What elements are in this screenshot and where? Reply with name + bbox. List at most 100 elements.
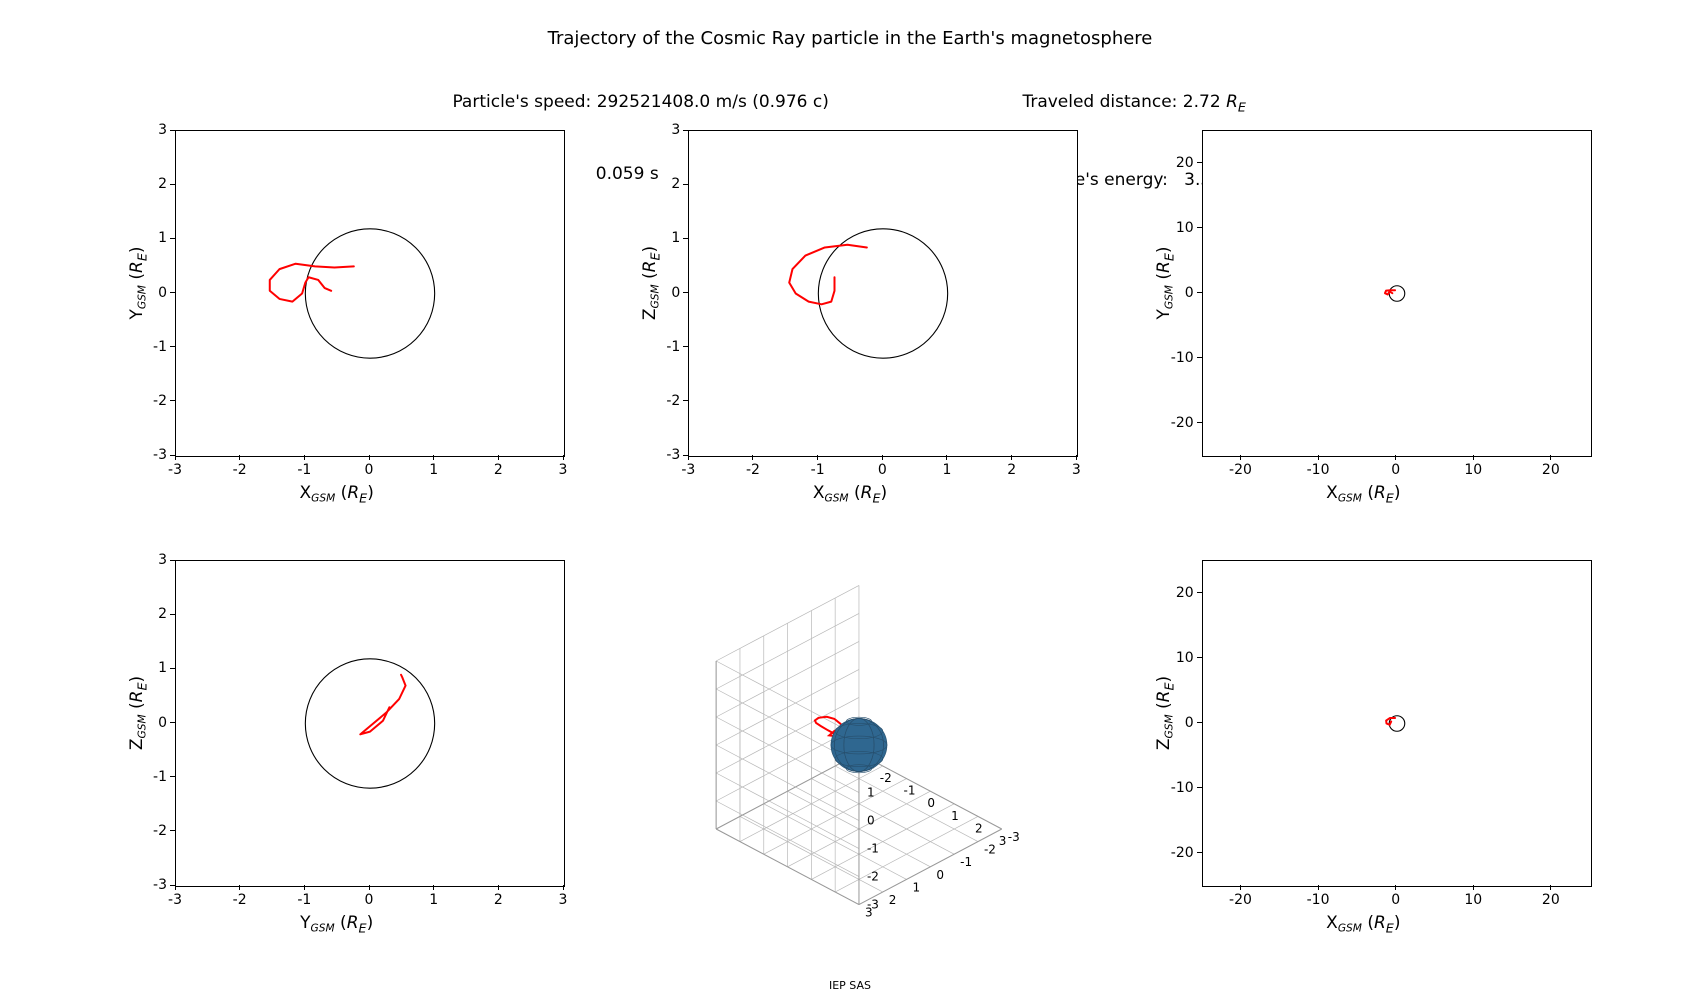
tick-label: 20: [1168, 155, 1194, 171]
tick-label: -3: [141, 447, 167, 463]
tick-label: 3: [654, 122, 680, 138]
trajectory-line: [270, 264, 354, 302]
trajectory-line: [360, 675, 405, 735]
tick-label: -1: [960, 855, 972, 869]
tick-label: 3: [559, 462, 568, 478]
earth-circle: [305, 659, 434, 788]
tick-label: -10: [1168, 780, 1194, 796]
trajectory-line: [790, 245, 868, 305]
tick-label: 0: [867, 814, 875, 828]
tick-label: 0: [365, 892, 374, 908]
tick-label: 3: [141, 552, 167, 568]
tick-label: -2: [233, 892, 247, 908]
tick-label: 0: [365, 462, 374, 478]
tick-label: 2: [889, 893, 897, 907]
plot-3d: -3-3-3-2-2-2-1-1-1000111222333: [613, 550, 1086, 940]
tick-label: -2: [880, 771, 892, 785]
y-axis-label: ZGSM (RE): [127, 653, 150, 773]
panel-3d: -3-3-3-2-2-2-1-1-1000111222333: [613, 550, 1086, 940]
tick-label: -2: [984, 843, 996, 857]
panel-xy-close: -3-3-2-2-1-100112233XGSM (RE)YGSM (RE): [100, 120, 573, 510]
tick-label: 3: [1072, 462, 1081, 478]
y-axis-label: ZGSM (RE): [640, 223, 663, 343]
tick-label: -2: [746, 462, 760, 478]
speed-label: Particle's speed:: [452, 92, 591, 112]
tick-label: 1: [943, 462, 952, 478]
tick-label: 0: [1391, 892, 1400, 908]
tick-label: 20: [1168, 585, 1194, 601]
tick-label: 20: [1542, 462, 1560, 478]
tick-label: -2: [233, 462, 247, 478]
tick-label: -10: [1168, 350, 1194, 366]
panel-xz-close: -3-3-2-2-1-100112233XGSM (RE)ZGSM (RE): [613, 120, 1086, 510]
y-axis-label: YGSM (RE): [1154, 223, 1177, 343]
figure-root: Trajectory of the Cosmic Ray particle in…: [0, 0, 1700, 1000]
tick-label: -1: [297, 892, 311, 908]
trajectory-line: [1385, 290, 1395, 294]
tick-label: 3: [559, 892, 568, 908]
tick-label: 2: [1007, 462, 1016, 478]
plot-area: [1202, 560, 1592, 887]
tick-label: -3: [654, 447, 680, 463]
tick-label: 10: [1464, 892, 1482, 908]
tick-label: 2: [975, 821, 983, 835]
plot-area: [688, 130, 1078, 457]
panel-yz-close: -3-3-2-2-1-100112233YGSM (RE)ZGSM (RE): [100, 550, 573, 940]
tick-label: 1: [429, 892, 438, 908]
tick-label: -2: [654, 393, 680, 409]
tick-label: 10: [1464, 462, 1482, 478]
tick-label: 0: [937, 868, 945, 882]
tick-label: 1: [913, 880, 921, 894]
panel-xy-far: -20-20-10-100010102020XGSM (RE)YGSM (RE): [1127, 120, 1600, 510]
tick-label: -20: [1168, 415, 1194, 431]
tick-label: -1: [904, 784, 916, 798]
tick-label: -3: [168, 892, 182, 908]
tick-label: 0: [1391, 462, 1400, 478]
tick-label: 20: [1542, 892, 1560, 908]
speed-value: 292521408.0 m/s (0.976 c): [597, 92, 829, 112]
tick-label: -3: [141, 877, 167, 893]
y-axis-label: YGSM (RE): [127, 223, 150, 343]
tick-label: -10: [1307, 892, 1330, 908]
tick-label: 3: [865, 906, 873, 920]
tick-label: -3: [681, 462, 695, 478]
tick-label: 3: [999, 834, 1007, 848]
tick-label: -1: [867, 842, 879, 856]
y-axis-label: ZGSM (RE): [1154, 653, 1177, 773]
tick-label: -2: [141, 823, 167, 839]
earth-circle: [305, 229, 434, 358]
tick-label: 2: [494, 462, 503, 478]
figure-footer: IEP SAS: [0, 979, 1700, 992]
x-axis-label: XGSM (RE): [1127, 913, 1600, 936]
subplot-grid: -3-3-2-2-1-100112233XGSM (RE)YGSM (RE) -…: [100, 120, 1600, 940]
tick-label: -10: [1307, 462, 1330, 478]
plot-area: [1202, 130, 1592, 457]
x-axis-label: YGSM (RE): [100, 913, 573, 936]
distance-label: Traveled distance:: [1022, 92, 1177, 112]
tick-label: 2: [494, 892, 503, 908]
tick-label: 3: [141, 122, 167, 138]
x-axis-label: XGSM (RE): [613, 483, 1086, 506]
tick-label: 2: [141, 176, 167, 192]
tick-label: 1: [951, 809, 959, 823]
tick-label: 0: [878, 462, 887, 478]
tick-label: 0: [928, 796, 936, 810]
x-axis-label: XGSM (RE): [1127, 483, 1600, 506]
figure-title: Trajectory of the Cosmic Ray particle in…: [0, 28, 1700, 49]
distance-value: 2.72 RE: [1183, 92, 1246, 112]
plot-area: [175, 130, 565, 457]
tick-label: -20: [1168, 845, 1194, 861]
tick-label: 2: [141, 606, 167, 622]
tick-label: -2: [867, 870, 879, 884]
tick-label: -1: [811, 462, 825, 478]
tick-label: -1: [297, 462, 311, 478]
plot-area: [175, 560, 565, 887]
tick-label: -3: [1008, 830, 1020, 844]
tick-label: -2: [141, 393, 167, 409]
earth-circle: [819, 229, 948, 358]
tick-label: -3: [168, 462, 182, 478]
tick-label: -20: [1229, 892, 1252, 908]
panel-xz-far: -20-20-10-100010102020XGSM (RE)ZGSM (RE): [1127, 550, 1600, 940]
tick-label: -20: [1229, 462, 1252, 478]
x-axis-label: XGSM (RE): [100, 483, 573, 506]
